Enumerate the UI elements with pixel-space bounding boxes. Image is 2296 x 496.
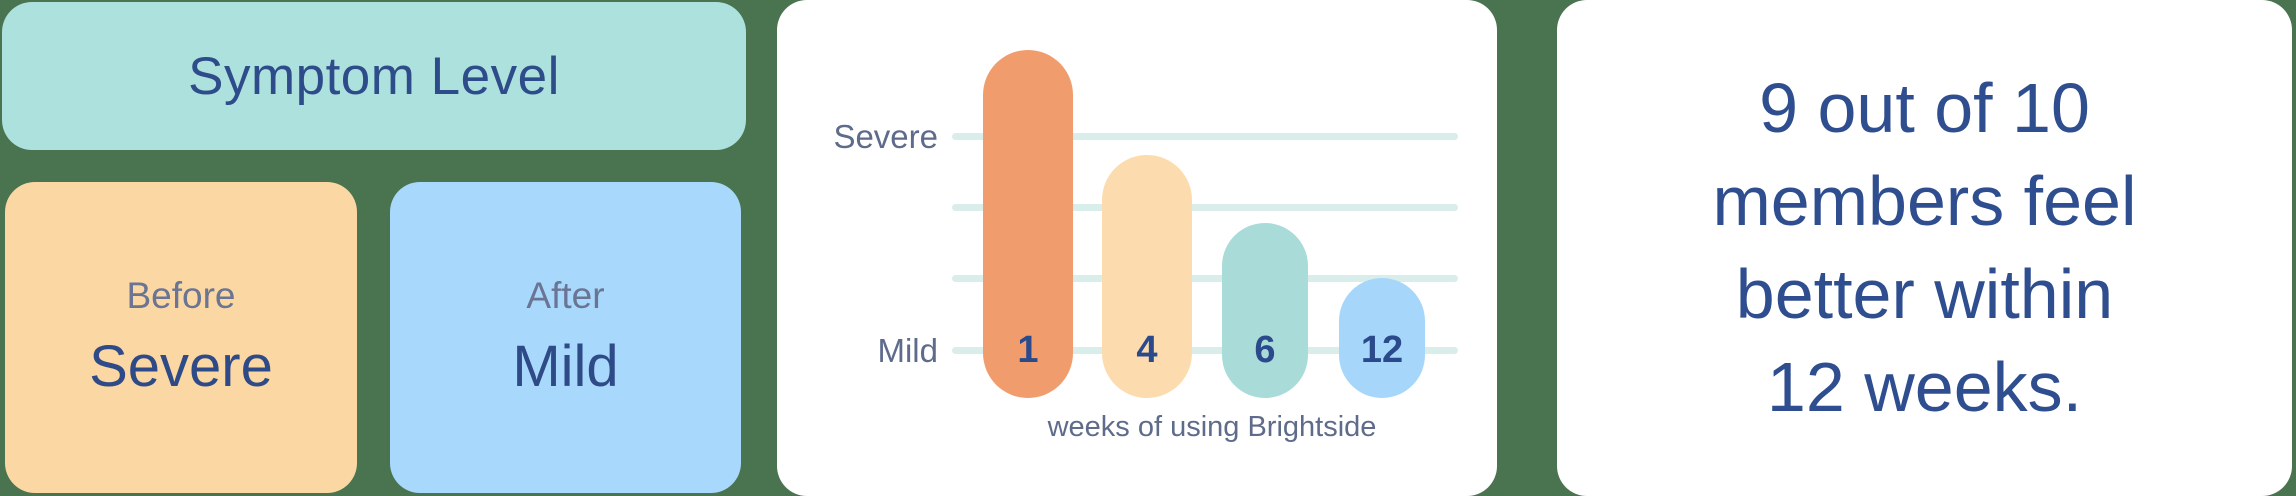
bar-week-label: 4 <box>1136 329 1158 371</box>
symptom-level-header-tile: Symptom Level <box>2 2 746 150</box>
stat-text: 9 out of 10 members feel better within 1… <box>1712 62 2136 434</box>
stat-line: members feel <box>1712 162 2137 240</box>
stat-line: 12 weeks. <box>1766 348 2083 426</box>
before-value: Severe <box>89 334 273 399</box>
chart-bar-week-12: 12 <box>1339 278 1425 398</box>
gridline <box>952 204 1458 211</box>
after-value: Mild <box>512 334 619 399</box>
gridline <box>952 347 1458 354</box>
gridline <box>952 275 1458 282</box>
stat-card: 9 out of 10 members feel better within 1… <box>1557 0 2292 496</box>
y-axis-label-mild: Mild <box>877 332 938 369</box>
gridline <box>952 133 1458 140</box>
chart-bar-week-1: 1 <box>983 50 1073 398</box>
chart-bar-week-6: 6 <box>1222 223 1308 398</box>
y-axis-label-severe: Severe <box>833 118 938 155</box>
bar-week-label: 12 <box>1360 329 1404 371</box>
bar-week-label: 1 <box>1017 329 1039 371</box>
symptom-trend-chart-card: Severe Mild 1 4 6 12 weeks of using Brights… <box>777 0 1497 496</box>
stat-line: 9 out of 10 <box>1759 69 2090 147</box>
bar-week-label: 6 <box>1254 329 1276 371</box>
x-axis-caption: weeks of using Brightside <box>1047 411 1377 443</box>
before-severe-tile: Before Severe <box>5 182 357 493</box>
stat-line: better within <box>1735 255 2114 333</box>
chart-bar-week-4: 4 <box>1102 155 1192 398</box>
symptom-level-title: Symptom Level <box>188 46 560 106</box>
before-label: Before <box>126 275 236 316</box>
after-mild-tile: After Mild <box>390 182 741 493</box>
after-label: After <box>526 275 605 316</box>
